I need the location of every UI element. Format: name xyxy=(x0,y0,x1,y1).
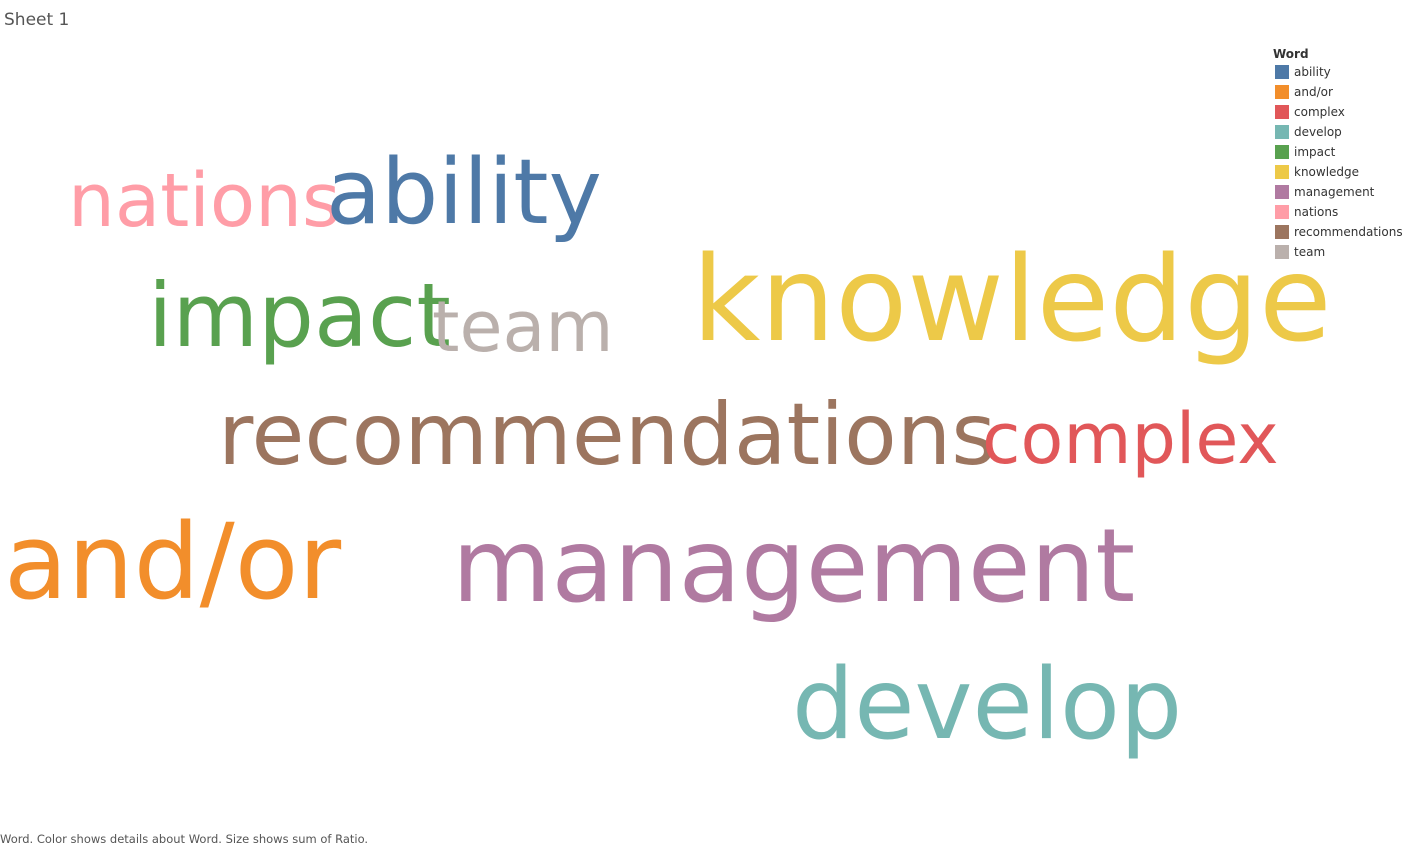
legend-item[interactable]: complex xyxy=(1273,102,1408,122)
word-and-or[interactable]: and/or xyxy=(4,501,342,623)
legend-label: management xyxy=(1294,185,1375,199)
legend-item[interactable]: team xyxy=(1273,242,1408,262)
legend-swatch xyxy=(1275,125,1289,139)
word-complex[interactable]: complex xyxy=(982,398,1279,480)
legend-label: develop xyxy=(1294,125,1342,139)
legend-item[interactable]: management xyxy=(1273,182,1408,202)
legend-label: recommendations xyxy=(1294,225,1403,239)
legend-title: Word xyxy=(1273,47,1309,61)
legend-swatch xyxy=(1275,65,1289,79)
legend-item[interactable]: recommendations xyxy=(1273,222,1408,242)
legend-swatch xyxy=(1275,205,1289,219)
legend-label: team xyxy=(1294,245,1326,259)
legend-item[interactable]: nations xyxy=(1273,202,1408,222)
word-knowledge[interactable]: knowledge xyxy=(692,230,1332,368)
word-develop[interactable]: develop xyxy=(792,648,1183,762)
legend-swatch xyxy=(1275,185,1289,199)
chart-caption: Word. Color shows details about Word. Si… xyxy=(0,832,369,846)
legend-swatch xyxy=(1275,225,1289,239)
word-management[interactable]: management xyxy=(452,507,1136,626)
legend-item[interactable]: impact xyxy=(1273,142,1408,162)
word-ability[interactable]: ability xyxy=(326,140,602,245)
legend-label: knowledge xyxy=(1294,165,1360,179)
legend-swatch xyxy=(1275,145,1289,159)
legend-swatch xyxy=(1275,105,1289,119)
sheet-title: Sheet 1 xyxy=(4,10,70,30)
word-impact[interactable]: impact xyxy=(148,264,451,367)
legend-label: nations xyxy=(1294,205,1339,219)
legend-swatch xyxy=(1275,165,1289,179)
color-legend: Word ability and/or complex develop impact kn… xyxy=(1273,46,1408,262)
legend-label: ability xyxy=(1294,65,1331,79)
word-nations[interactable]: nations xyxy=(68,158,341,244)
legend-swatch xyxy=(1275,245,1289,259)
legend-item[interactable]: develop xyxy=(1273,122,1408,142)
legend-label: complex xyxy=(1294,105,1345,119)
legend-label: and/or xyxy=(1294,85,1333,99)
legend-swatch xyxy=(1275,85,1289,99)
legend-label: impact xyxy=(1294,145,1336,159)
legend-item[interactable]: and/or xyxy=(1273,82,1408,102)
word-team[interactable]: team xyxy=(432,286,614,368)
word-recommendations[interactable]: recommendations xyxy=(218,385,997,485)
legend-item[interactable]: ability xyxy=(1273,62,1408,82)
legend-item[interactable]: knowledge xyxy=(1273,162,1408,182)
legend-items: ability and/or complex develop impact knowled… xyxy=(1273,62,1408,262)
